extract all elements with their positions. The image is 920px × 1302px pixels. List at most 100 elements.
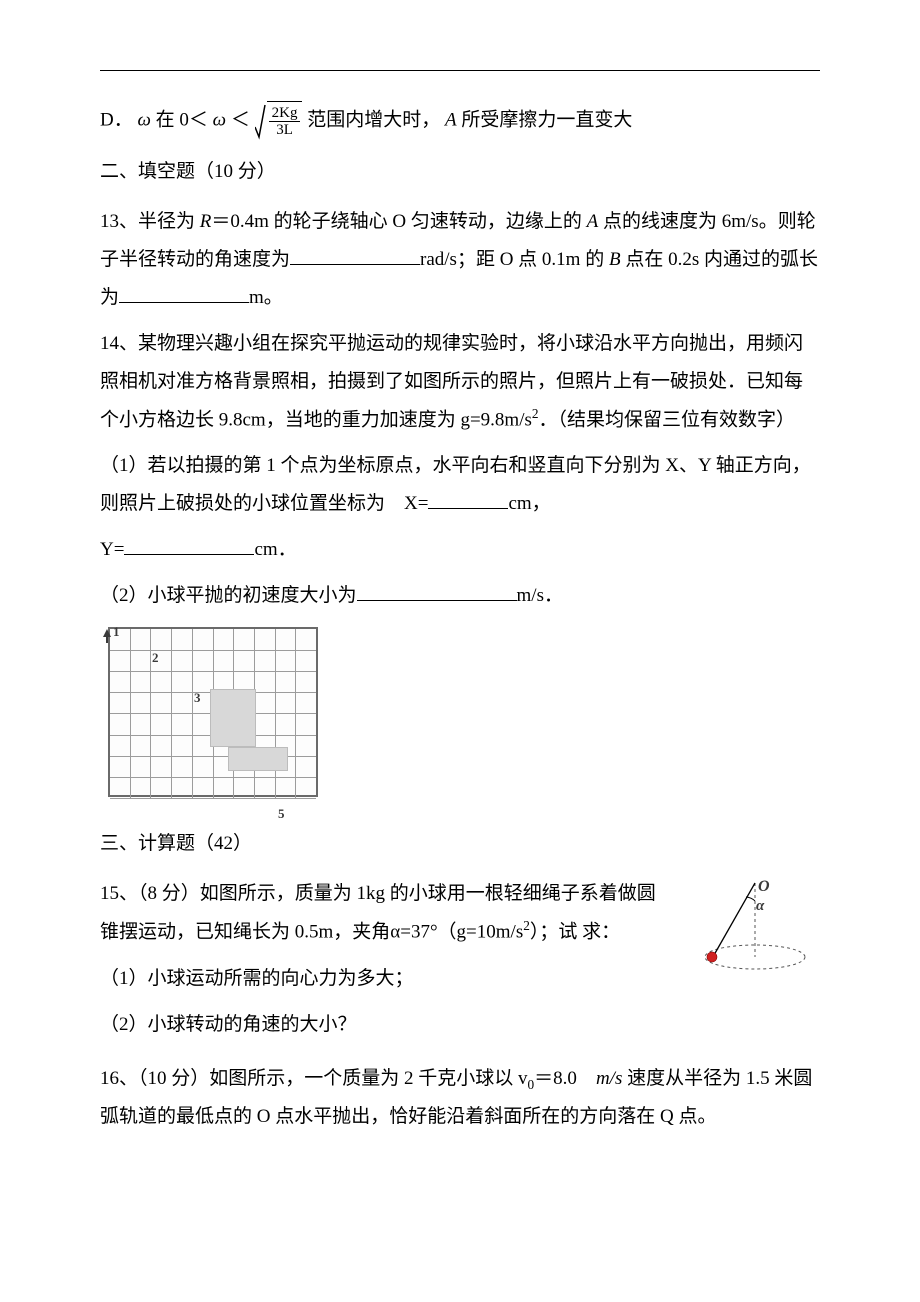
grid-outer: 1235: [108, 627, 318, 797]
grid-cell: [296, 757, 316, 778]
grid-cell: [110, 736, 131, 757]
omega2: ω: [213, 109, 226, 130]
q16-p0a: 16、（10 分）如图所示，一个质量为 2 千克小球以 v: [100, 1068, 528, 1089]
q15-p0b: ）；试: [530, 922, 578, 943]
grid-cell: [151, 714, 172, 735]
q14-p2: （2）小球平抛的初速度大小为: [100, 585, 357, 606]
grid-row: [110, 778, 316, 799]
grid-cell: [172, 651, 193, 672]
grid-cell: [255, 629, 276, 650]
grid-point-label: 3: [194, 685, 201, 711]
q13-A: A: [587, 211, 599, 232]
q15-p2: （2）小球转动的角速的大小？: [100, 1006, 820, 1044]
grid-cell: [110, 714, 131, 735]
grid-cell: [276, 629, 297, 650]
cone-figure: O α: [690, 875, 820, 975]
option-d: D． ω 在 0＜ ω ＜ 2Kg 3L 范围内增大时， A 所受摩擦力一直变大: [100, 101, 820, 141]
grid-cell: [255, 651, 276, 672]
q13-u1: rad/s；距 O 点 0.1m 的: [420, 249, 609, 270]
damage-patch: [210, 689, 256, 747]
grid-cell: [172, 672, 193, 693]
q15-block: O α 15、（8 分）如图所示，质量为 1kg 的小球用一根轻细绳子系着做圆锥…: [100, 875, 820, 1051]
grid-cell: [255, 714, 276, 735]
q15-p0c: 求：: [582, 922, 620, 943]
grid-cell: [193, 651, 214, 672]
grid-cell: [214, 651, 235, 672]
grid-cell: [276, 714, 297, 735]
opt-d-t2: 范围内增大时，: [307, 109, 440, 130]
grid-point-label: 1: [113, 619, 120, 645]
grid-cell: [296, 714, 316, 735]
q14-part1: （1）若以拍摄的第 1 个点为坐标原点，水平向右和竖直向下分别为 X、Y 轴正方…: [100, 447, 820, 523]
q14-cm2: cm．: [254, 539, 296, 560]
grid-cell: [151, 778, 172, 799]
grid-cell: [131, 693, 152, 714]
q14-unit: m/s．: [517, 585, 563, 606]
grid-cell: [234, 629, 255, 650]
grid-cell: [255, 693, 276, 714]
grid-cell: [131, 757, 152, 778]
q14-p1b: Y=: [100, 539, 124, 560]
q14-part2: （2）小球平抛的初速度大小为 m/s．: [100, 577, 820, 615]
grid-cell: [172, 736, 193, 757]
grid-cell: [296, 693, 316, 714]
damage-patch: [228, 747, 288, 771]
grid-row: [110, 629, 316, 650]
grid-cell: [276, 693, 297, 714]
q16-p0b: ＝8.0: [534, 1068, 596, 1089]
grid-cell: [255, 778, 276, 799]
omega: ω: [137, 109, 150, 130]
grid-cell: [296, 629, 316, 650]
grid-cell: [172, 778, 193, 799]
grid-cell: [131, 651, 152, 672]
cone-svg: [690, 875, 820, 975]
cone-alpha: α: [756, 891, 764, 921]
grid-cell: [255, 672, 276, 693]
q14-blank-y: [124, 534, 254, 555]
grid-cell: [172, 757, 193, 778]
q13-u2: m。: [249, 287, 283, 308]
q13-lead: 13、半径为: [100, 211, 200, 232]
q14-blank-x: [428, 488, 508, 509]
q14-blank-v: [357, 580, 517, 601]
grid-figure: 1235: [100, 623, 330, 813]
grid-cell: [131, 736, 152, 757]
grid-cell: [131, 778, 152, 799]
frac-den: 3L: [269, 122, 301, 139]
grid-row: [110, 651, 316, 672]
grid-cell: [296, 736, 316, 757]
q16: 16、（10 分）如图所示，一个质量为 2 千克小球以 v0＝8.0 m/s 速…: [100, 1060, 820, 1136]
grid-cell: [172, 693, 193, 714]
section-2-title: 二、填空题（10 分）: [100, 153, 820, 191]
grid-cell: [110, 778, 131, 799]
radical-icon: [255, 101, 267, 141]
opt-d-A: A: [445, 109, 457, 130]
opt-d-prefix: D．: [100, 109, 133, 130]
q14-p0b: ．（结果均保留三位有效数字）: [539, 409, 796, 430]
grid-cell: [193, 778, 214, 799]
grid-cell: [151, 693, 172, 714]
grid-cell: [214, 629, 235, 650]
grid-cell: [276, 672, 297, 693]
opt-d-lt: ＜: [231, 109, 250, 130]
grid-cell: [276, 651, 297, 672]
q13-blank1: [290, 244, 420, 265]
axis-arrow-icon: [102, 619, 112, 657]
q14-intro: 14、某物理兴趣小组在探究平抛运动的规律实验时，将小球沿水平方向抛出，用频闪照相…: [100, 325, 820, 439]
grid-cell: [151, 757, 172, 778]
q13-p1: ＝0.4m 的轮子绕轴心 O 匀速转动，边缘上的: [211, 211, 586, 232]
sqrt-expr: 2Kg 3L: [255, 101, 303, 141]
grid-cell: [172, 629, 193, 650]
opt-d-t3: 所受摩擦力一直变大: [461, 109, 632, 130]
grid-cell: [151, 672, 172, 693]
section-3-title: 三、计算题（42）: [100, 825, 820, 863]
top-rule: [100, 70, 820, 71]
grid-cell: [193, 629, 214, 650]
q13-B: B: [609, 249, 621, 270]
grid-cell: [172, 714, 193, 735]
grid-cell: [131, 672, 152, 693]
q14-sup2: 2: [532, 406, 539, 421]
grid-cell: [151, 736, 172, 757]
document-page: D． ω 在 0＜ ω ＜ 2Kg 3L 范围内增大时， A 所受摩擦力一直变大…: [0, 0, 920, 1302]
grid-point-label: 2: [152, 645, 159, 671]
